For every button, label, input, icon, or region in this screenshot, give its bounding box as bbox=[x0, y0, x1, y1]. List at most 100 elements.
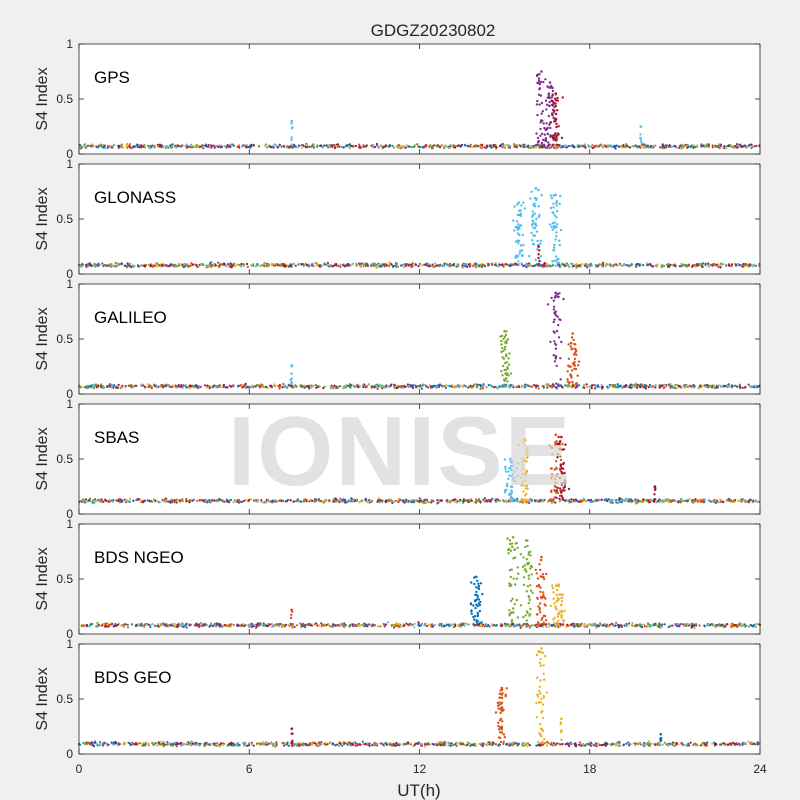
scatter-point bbox=[531, 213, 535, 217]
scatter-point bbox=[541, 265, 544, 268]
scatter-point bbox=[540, 193, 543, 197]
scatter-point bbox=[672, 264, 676, 267]
scatter-point bbox=[476, 265, 479, 268]
panel-title: SBAS bbox=[94, 428, 139, 447]
scatter-point bbox=[563, 479, 567, 482]
scatter-point bbox=[94, 499, 97, 502]
scatter-point bbox=[540, 132, 544, 135]
scatter-point bbox=[305, 263, 308, 266]
scatter-point bbox=[555, 364, 558, 368]
scatter-point bbox=[164, 500, 167, 503]
scatter-point bbox=[240, 265, 243, 268]
scatter-point bbox=[613, 384, 616, 387]
scatter-point bbox=[631, 622, 634, 625]
scatter-point bbox=[191, 263, 194, 266]
scatter-point bbox=[222, 499, 225, 502]
scatter-point bbox=[506, 144, 509, 147]
scatter-point bbox=[388, 499, 391, 502]
scatter-point bbox=[716, 263, 719, 266]
scatter-point bbox=[197, 264, 200, 267]
scatter-point bbox=[671, 264, 674, 267]
scatter-point bbox=[537, 256, 540, 260]
scatter-point bbox=[533, 227, 537, 230]
scatter-point bbox=[539, 94, 543, 97]
scatter-point bbox=[198, 146, 201, 149]
scatter-point bbox=[123, 498, 126, 501]
scatter-point bbox=[294, 145, 297, 148]
scatter-point bbox=[322, 386, 325, 390]
scatter-point bbox=[287, 265, 290, 268]
scatter-point bbox=[270, 386, 273, 389]
scatter-point bbox=[719, 500, 723, 503]
scatter-point bbox=[147, 623, 150, 626]
scatter-point bbox=[526, 625, 529, 628]
scatter-point bbox=[487, 384, 490, 387]
scatter-point bbox=[171, 264, 174, 267]
scatter-point bbox=[370, 500, 373, 503]
scatter-point bbox=[577, 360, 581, 363]
scatter-point bbox=[358, 146, 361, 149]
scatter-point bbox=[479, 387, 482, 390]
scatter-point bbox=[751, 145, 754, 149]
scatter-point bbox=[309, 146, 312, 149]
scatter-point bbox=[505, 339, 508, 342]
scatter-point bbox=[461, 266, 464, 269]
scatter-point bbox=[536, 73, 540, 76]
scatter-point bbox=[138, 144, 141, 147]
scatter-point bbox=[647, 146, 650, 149]
scatter-point bbox=[118, 497, 121, 501]
scatter-point bbox=[205, 386, 208, 389]
scatter-point bbox=[555, 234, 558, 238]
scatter-point bbox=[661, 384, 664, 388]
scatter-point bbox=[424, 383, 427, 386]
scatter-point bbox=[589, 145, 592, 148]
scatter-point bbox=[323, 499, 326, 502]
scatter-point bbox=[236, 145, 239, 148]
scatter-point bbox=[519, 626, 522, 630]
scatter-point bbox=[552, 299, 555, 302]
scatter-point bbox=[515, 254, 518, 257]
scatter-point bbox=[570, 342, 573, 345]
scatter-point bbox=[554, 139, 558, 142]
scatter-point bbox=[241, 384, 244, 387]
scatter-point bbox=[687, 264, 690, 267]
scatter-point bbox=[429, 265, 432, 268]
scatter-point bbox=[718, 264, 722, 267]
scatter-point bbox=[553, 226, 556, 230]
scatter-point bbox=[678, 146, 681, 149]
scatter-point bbox=[457, 144, 460, 147]
scatter-point bbox=[573, 367, 576, 370]
scatter-point bbox=[249, 145, 252, 148]
scatter-point bbox=[547, 383, 550, 386]
scatter-point bbox=[502, 500, 505, 503]
scatter-point bbox=[693, 146, 697, 149]
scatter-point bbox=[500, 384, 503, 388]
scatter-point bbox=[422, 146, 425, 149]
scatter-point bbox=[668, 500, 672, 503]
scatter-point bbox=[533, 264, 536, 267]
scatter-point bbox=[585, 383, 588, 386]
scatter-point bbox=[658, 385, 661, 388]
scatter-point bbox=[555, 117, 558, 121]
scatter-point bbox=[292, 500, 295, 503]
scatter-point bbox=[210, 146, 213, 149]
scatter-point bbox=[356, 624, 359, 627]
scatter-point bbox=[560, 136, 564, 140]
scatter-point bbox=[452, 385, 455, 388]
scatter-point bbox=[174, 384, 177, 387]
scatter-point bbox=[315, 144, 319, 147]
scatter-point bbox=[546, 96, 549, 99]
scatter-point bbox=[647, 499, 650, 502]
scatter-point bbox=[572, 363, 575, 366]
scatter-point bbox=[365, 144, 368, 147]
scatter-point bbox=[142, 501, 145, 504]
scatter-point bbox=[740, 145, 743, 148]
scatter-point bbox=[398, 146, 401, 149]
scatter-point bbox=[209, 501, 212, 504]
scatter-point bbox=[551, 143, 554, 146]
scatter-point bbox=[358, 262, 361, 265]
scatter-point bbox=[491, 262, 494, 265]
scatter-point bbox=[201, 499, 204, 502]
